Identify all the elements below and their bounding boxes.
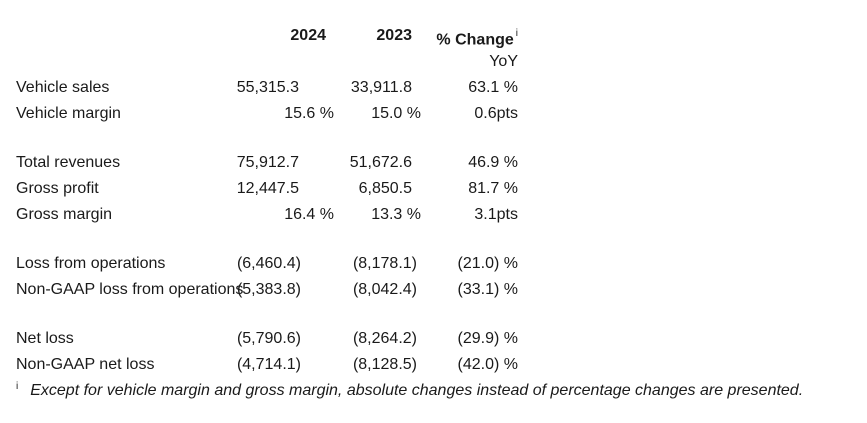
cell-vehicle-margin-change: 0.6pts (474, 105, 518, 122)
cell-non-gaap-net-loss-change: (42.0) % (457, 356, 518, 373)
row-label-vehicle-margin: Vehicle margin (16, 105, 121, 122)
cell-vehicle-margin-2024: 15.6 % (284, 105, 334, 122)
cell-total-revenues-2024: 75,912.7 (236, 154, 299, 171)
cell-gross-profit-change: 81.7 % (468, 180, 518, 197)
row-label-non-gaap-net-loss: Non-GAAP net loss (16, 356, 155, 373)
cell-non-gaap-net-loss-2023: (8,128.5) (352, 356, 417, 373)
header-2024: 2024 (290, 27, 326, 44)
footnote-mark: i (16, 381, 19, 392)
row-label-gross-profit: Gross profit (16, 180, 99, 197)
row-label-net-loss: Net loss (16, 330, 74, 347)
cell-loss-from-operations-2024: (6,460.4) (236, 255, 301, 272)
cell-gross-margin-change: 3.1pts (474, 206, 518, 223)
header-footnote-mark: i (515, 28, 518, 39)
cell-gross-profit-2024: 12,447.5 (236, 180, 299, 197)
cell-vehicle-margin-2023: 15.0 % (371, 105, 421, 122)
cell-gross-margin-2023: 13.3 % (371, 206, 421, 223)
footnote-text: Except for vehicle margin and gross marg… (30, 382, 804, 399)
cell-loss-from-operations-2023: (8,178.1) (352, 255, 417, 272)
cell-net-loss-2023: (8,264.2) (352, 330, 417, 347)
row-label-vehicle-sales: Vehicle sales (16, 79, 110, 96)
header-yoy: YoY (489, 53, 518, 70)
cell-non-gaap-net-loss-2024: (4,714.1) (236, 356, 301, 373)
cell-vehicle-sales-change: 63.1 % (468, 79, 518, 96)
cell-loss-from-operations-change: (21.0) % (457, 255, 518, 272)
header-percent-change: % Change i (398, 26, 518, 50)
row-label-non-gaap-loss-from-operations: Non-GAAP loss from operations (16, 281, 244, 298)
header-percent-change-label: % Change (436, 31, 514, 49)
cell-non-gaap-loss-from-operations-2024: (5,383.8) (236, 281, 301, 298)
cell-net-loss-change: (29.9) % (457, 330, 518, 347)
cell-vehicle-sales-2024: 55,315.3 (236, 79, 299, 96)
cell-total-revenues-change: 46.9 % (468, 154, 518, 171)
footnote: i Except for vehicle margin and gross mar… (16, 381, 803, 403)
row-label-total-revenues: Total revenues (16, 154, 121, 171)
cell-non-gaap-loss-from-operations-change: (33.1) % (457, 281, 518, 298)
header-2023: 2023 (376, 27, 412, 44)
cell-non-gaap-loss-from-operations-2023: (8,042.4) (352, 281, 417, 298)
cell-gross-profit-2023: 6,850.5 (358, 180, 412, 197)
cell-vehicle-sales-2023: 33,911.8 (350, 79, 412, 96)
row-label-gross-margin: Gross margin (16, 206, 113, 223)
row-label-loss-from-operations: Loss from operations (16, 255, 166, 272)
cell-net-loss-2024: (5,790.6) (236, 330, 301, 347)
cell-total-revenues-2023: 51,672.6 (349, 154, 412, 171)
cell-gross-margin-2024: 16.4 % (284, 206, 334, 223)
